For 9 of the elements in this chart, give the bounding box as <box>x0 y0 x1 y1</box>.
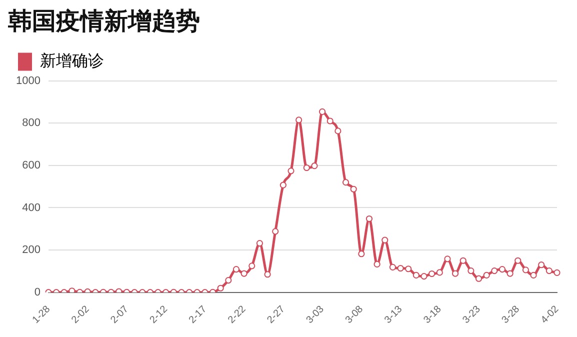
y-tick-label: 0 <box>34 286 40 298</box>
y-tick-label: 1000 <box>16 74 40 87</box>
legend-label: 新增确诊 <box>40 52 104 70</box>
y-tick-label: 400 <box>22 202 40 214</box>
y-tick-label: 800 <box>22 117 40 130</box>
y-tick-label: 600 <box>22 159 40 172</box>
x-tick-label: 4-02 <box>539 304 562 326</box>
y-tick-label: 200 <box>22 244 40 256</box>
chart-title: 韩国疫情新增趋势 <box>7 8 200 36</box>
